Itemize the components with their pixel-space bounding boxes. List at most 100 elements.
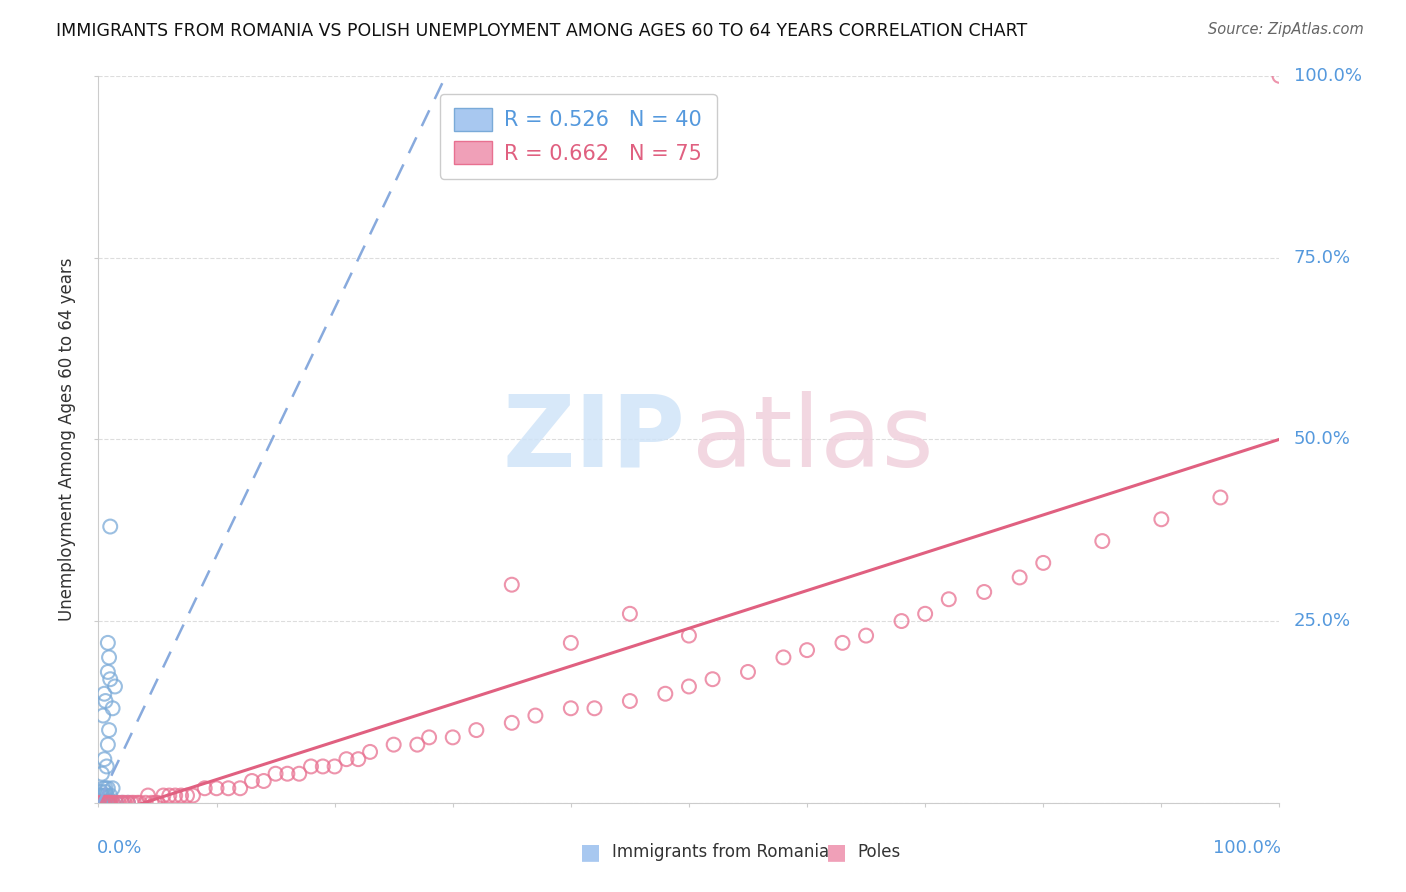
Point	[93, 687, 115, 701]
Point	[619, 694, 641, 708]
Point	[94, 781, 117, 796]
Text: ZIP: ZIP	[502, 391, 685, 488]
Point	[217, 781, 239, 796]
Point	[702, 672, 724, 686]
Point	[97, 665, 120, 679]
Point	[93, 796, 115, 810]
Point	[441, 731, 464, 745]
Point	[253, 774, 276, 789]
Point	[654, 687, 676, 701]
Point	[855, 629, 877, 643]
Point	[152, 789, 174, 803]
Point	[98, 519, 121, 533]
Point	[737, 665, 759, 679]
Point	[181, 789, 204, 803]
Point	[418, 731, 440, 745]
Point	[323, 759, 346, 773]
Text: 75.0%: 75.0%	[1294, 249, 1351, 267]
Point	[938, 592, 960, 607]
Point	[135, 796, 157, 810]
Text: 100.0%: 100.0%	[1294, 67, 1361, 85]
Point	[465, 723, 488, 737]
Point	[501, 578, 523, 592]
Point	[312, 759, 335, 773]
Point	[94, 694, 117, 708]
Legend: R = 0.526   N = 40, R = 0.662   N = 75: R = 0.526 N = 40, R = 0.662 N = 75	[440, 94, 717, 178]
Point	[93, 789, 115, 803]
Point	[128, 796, 150, 810]
Point	[97, 781, 120, 796]
Point	[93, 752, 115, 766]
Text: 50.0%: 50.0%	[1294, 430, 1351, 449]
Point	[176, 789, 198, 803]
Point	[276, 766, 298, 780]
Point	[101, 796, 124, 810]
Point	[91, 796, 114, 810]
Point	[141, 796, 163, 810]
Point	[501, 715, 523, 730]
Point	[170, 789, 193, 803]
Point	[101, 701, 124, 715]
Point	[90, 785, 112, 799]
Point	[112, 796, 135, 810]
Point	[101, 781, 124, 796]
Text: 0.0%: 0.0%	[97, 839, 142, 857]
Text: Source: ZipAtlas.com: Source: ZipAtlas.com	[1208, 22, 1364, 37]
Point	[205, 781, 228, 796]
Point	[98, 723, 121, 737]
Point	[347, 752, 370, 766]
Point	[1032, 556, 1054, 570]
Point	[101, 796, 124, 810]
Point	[94, 785, 117, 799]
Point	[93, 796, 115, 810]
Point	[98, 796, 121, 810]
Text: atlas: atlas	[693, 391, 934, 488]
Point	[288, 766, 311, 780]
Point	[111, 796, 134, 810]
Point	[97, 636, 120, 650]
Point	[89, 789, 111, 803]
Point	[97, 738, 120, 752]
Point	[973, 585, 995, 599]
Point	[560, 701, 582, 715]
Point	[97, 796, 120, 810]
Text: ■: ■	[581, 842, 600, 862]
Text: IMMIGRANTS FROM ROMANIA VS POLISH UNEMPLOYMENT AMONG AGES 60 TO 64 YEARS CORRELA: IMMIGRANTS FROM ROMANIA VS POLISH UNEMPL…	[56, 22, 1028, 40]
Point	[91, 796, 114, 810]
Point	[136, 789, 159, 803]
Text: Immigrants from Romania: Immigrants from Romania	[612, 843, 828, 861]
Point	[87, 796, 110, 810]
Text: 25.0%: 25.0%	[1294, 612, 1351, 630]
Point	[619, 607, 641, 621]
Point	[98, 789, 121, 803]
Point	[299, 759, 322, 773]
Point	[1091, 534, 1114, 549]
Point	[111, 796, 134, 810]
Point	[122, 796, 145, 810]
Point	[97, 796, 120, 810]
Point	[90, 796, 112, 810]
Point	[678, 680, 700, 694]
Point	[91, 789, 114, 803]
Point	[98, 796, 121, 810]
Point	[127, 796, 149, 810]
Point	[583, 701, 606, 715]
Point	[796, 643, 818, 657]
Point	[1268, 69, 1291, 83]
Point	[678, 629, 700, 643]
Point	[96, 789, 118, 803]
Point	[264, 766, 287, 780]
Point	[104, 680, 127, 694]
Point	[914, 607, 936, 621]
Point	[229, 781, 252, 796]
Point	[105, 796, 128, 810]
Point	[1150, 512, 1173, 526]
Point	[1008, 570, 1031, 584]
Point	[890, 614, 912, 628]
Point	[146, 796, 169, 810]
Point	[91, 708, 114, 723]
Text: ■: ■	[827, 842, 846, 862]
Point	[524, 708, 547, 723]
Point	[560, 636, 582, 650]
Point	[96, 759, 118, 773]
